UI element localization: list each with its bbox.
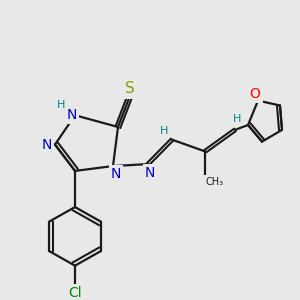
Text: O: O [250,87,260,101]
Text: H: H [233,114,241,124]
Text: N: N [67,108,77,122]
Text: H: H [160,126,168,136]
Text: CH₃: CH₃ [206,177,224,187]
Text: H: H [57,100,65,110]
Text: N: N [42,137,52,152]
Text: N: N [111,167,121,181]
Text: S: S [125,81,135,96]
Text: Cl: Cl [68,286,82,300]
Text: N: N [145,166,155,180]
